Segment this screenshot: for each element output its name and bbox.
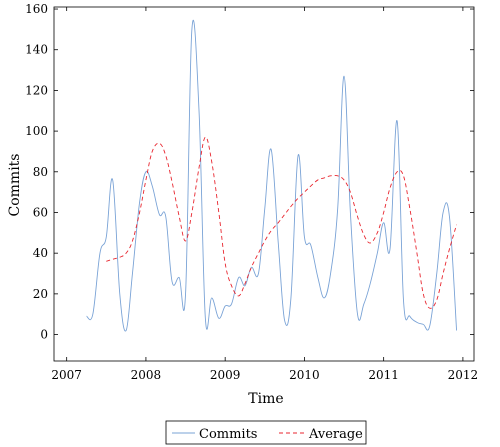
x-tick-label: 2008 [131,368,162,382]
series-layer [86,20,458,332]
legend-label-average: Average [308,427,363,442]
series-line-commits [86,20,458,332]
y-axis-title: Commits [7,154,23,217]
x-tick-label: 2012 [448,368,479,382]
y-tick-label: 0 [40,328,48,342]
x-axis-title: Time [248,391,283,407]
y-tick-label: 100 [25,124,48,138]
x-tick-label: 2007 [51,368,82,382]
legend-box [165,420,367,445]
x-tick-label: 2010 [289,368,320,382]
y-tick-label: 160 [25,2,48,16]
y-tick-label: 60 [33,205,48,219]
legend: Commits Average [165,420,367,445]
x-tick-label: 2009 [210,368,241,382]
y-axis: 0 20 40 60 80 100 120 140 160 [25,2,474,342]
x-axis: 2007 2008 2009 2010 2011 2012 [51,7,478,382]
y-tick-label: 140 [25,43,48,57]
x-tick-label: 2011 [368,368,399,382]
series-line-average [106,136,458,309]
legend-label-commits: Commits [199,427,257,442]
y-tick-label: 80 [33,165,48,179]
y-tick-label: 20 [33,287,48,301]
plot-frame [53,6,475,362]
y-tick-label: 120 [25,83,48,97]
y-tick-label: 40 [33,246,48,260]
